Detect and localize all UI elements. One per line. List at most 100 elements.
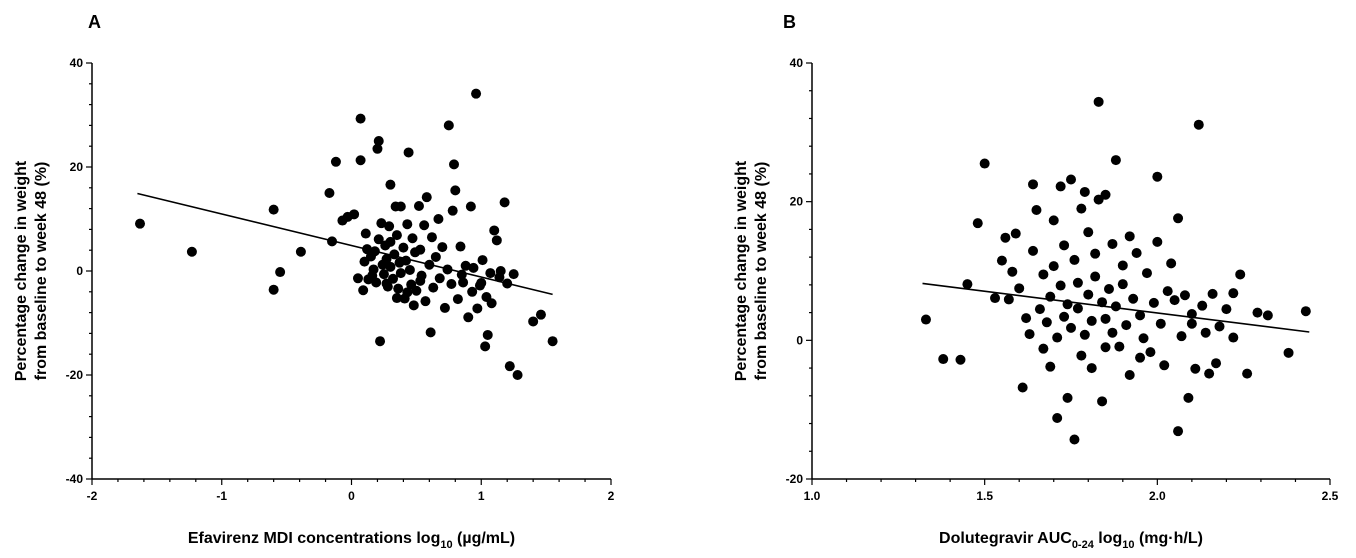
data-point-a [349, 209, 360, 220]
data-point-b [1124, 370, 1135, 380]
data-point-b [1283, 347, 1294, 358]
data-point-a [295, 246, 306, 257]
data-point-b [1152, 171, 1163, 182]
data-point-a [268, 284, 279, 295]
data-point-a [375, 336, 386, 347]
data-point-b [1190, 363, 1201, 374]
y-tick-label-a: -20 [66, 368, 84, 382]
data-point-b [1155, 318, 1166, 329]
data-point-b [1021, 313, 1032, 324]
y-tick-label-b: -20 [786, 472, 804, 486]
data-point-a [135, 218, 146, 229]
x-axis-title-part-b: 10 [1122, 539, 1134, 551]
data-point-a [393, 283, 404, 294]
x-axis-title-part-a: 10 [440, 539, 452, 551]
data-point-a [508, 269, 519, 280]
data-point-b [1207, 288, 1218, 299]
data-point-b [1007, 266, 1018, 277]
data-point-b [1028, 179, 1039, 190]
data-point-b [1052, 332, 1063, 343]
data-point-a [373, 234, 384, 245]
data-point-a [404, 264, 415, 275]
data-point-b [955, 354, 966, 365]
data-point-a [547, 336, 558, 347]
y-axis-title-line2-a: from baseline to week 48 (%) [33, 162, 50, 381]
data-point-a [411, 285, 422, 296]
data-point-a [384, 221, 395, 232]
data-point-b [1148, 297, 1159, 308]
data-point-b [1076, 203, 1087, 214]
data-point-b [962, 279, 973, 290]
data-point-b [1055, 181, 1066, 192]
data-point-a [385, 261, 396, 272]
data-point-b [1079, 329, 1090, 340]
data-point-b [1145, 347, 1156, 358]
data-point-b [938, 354, 949, 365]
x-axis-title-part-b: log [1094, 530, 1122, 547]
data-point-b [1221, 304, 1232, 315]
data-point-b [1211, 358, 1222, 369]
data-point-a [535, 309, 546, 320]
data-point-b [1024, 329, 1035, 340]
data-point-b [1083, 227, 1094, 238]
data-point-a [437, 242, 448, 253]
data-point-a [495, 266, 506, 276]
data-point-a [458, 277, 469, 288]
data-point-b [1031, 204, 1042, 215]
data-point-b [1128, 293, 1139, 304]
data-point-b [1028, 245, 1039, 256]
x-tick-label-b: 2.5 [1322, 489, 1339, 503]
data-point-a [330, 156, 341, 167]
data-point-a [376, 218, 387, 229]
data-point-b [1034, 304, 1045, 315]
data-point-a [268, 204, 279, 215]
x-axis-title-part-a: (µg/mL) [453, 530, 516, 547]
data-point-a [415, 244, 426, 255]
regression-line-a [137, 192, 553, 296]
data-point-b [1110, 155, 1121, 166]
data-point-a [391, 230, 402, 241]
data-point-b [1124, 231, 1135, 242]
data-point-b [1059, 240, 1070, 251]
data-point-a [360, 228, 371, 239]
data-point-a [186, 246, 197, 257]
data-point-a [467, 286, 478, 297]
data-point-b [1252, 307, 1263, 318]
data-point-a [407, 233, 418, 244]
data-point-a [477, 255, 488, 266]
data-point-a [434, 273, 445, 284]
data-point-a [400, 255, 411, 266]
data-point-b [1003, 294, 1014, 305]
data-point-a [476, 277, 487, 288]
data-point-a [391, 293, 402, 304]
data-point-b [1014, 283, 1025, 294]
data-point-a [381, 278, 392, 289]
x-tick-label-b: 2.0 [1149, 489, 1166, 503]
x-axis-title-part-b: 0-24 [1072, 539, 1095, 551]
data-point-a [403, 147, 414, 158]
data-point-a [449, 159, 460, 170]
data-point-b [1152, 236, 1163, 247]
data-point-b [1107, 327, 1118, 338]
data-point-a [421, 192, 432, 203]
x-axis-title-part-b: (mg·h/L) [1135, 530, 1203, 547]
y-tick-label-b: 40 [790, 56, 804, 70]
data-point-b [1083, 289, 1094, 300]
data-point-a [419, 220, 430, 231]
data-point-a [486, 298, 497, 309]
data-point-b [979, 158, 990, 169]
data-point-b [1097, 297, 1108, 308]
data-point-a [395, 268, 406, 279]
data-point-a [367, 270, 378, 281]
data-point-b [1197, 300, 1208, 311]
y-tick-label-b: 0 [796, 333, 803, 347]
data-point-b [1176, 331, 1187, 342]
data-point-b [1193, 119, 1204, 130]
data-point-b [1079, 186, 1090, 197]
data-point-b [1117, 279, 1128, 290]
data-point-b [1093, 96, 1104, 107]
data-point-b [1300, 306, 1311, 317]
data-point-b [972, 218, 983, 229]
data-point-a [358, 285, 369, 296]
data-point-b [1228, 332, 1239, 343]
